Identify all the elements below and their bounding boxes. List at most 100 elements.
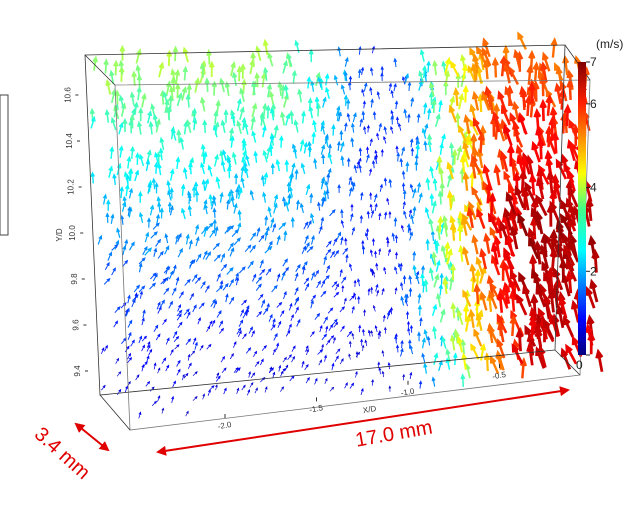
vector-arrow xyxy=(266,83,273,98)
vector-arrow xyxy=(462,140,471,160)
vector-arrow xyxy=(235,276,240,286)
vector-arrow xyxy=(395,116,400,125)
vector-arrow xyxy=(425,238,430,251)
vector-arrow xyxy=(183,308,190,316)
vector-arrow xyxy=(181,86,188,101)
vector-arrow xyxy=(353,292,357,300)
vector-arrow xyxy=(432,177,438,191)
y-tick-label: 10.6 xyxy=(63,87,72,103)
vector-arrow xyxy=(127,319,133,328)
vector-arrow xyxy=(255,45,262,62)
vector-arrow xyxy=(589,278,599,303)
vector-arrow xyxy=(397,122,402,131)
vector-arrow xyxy=(350,180,355,190)
vector-arrow xyxy=(138,153,145,167)
vector-arrow xyxy=(230,113,236,127)
vector-arrow xyxy=(524,94,533,117)
vector-arrow xyxy=(107,251,113,261)
vector-arrow xyxy=(172,330,178,339)
vector-arrow xyxy=(316,280,321,289)
vector-arrow xyxy=(343,70,348,82)
vector-arrow xyxy=(409,231,414,241)
vector-arrow xyxy=(336,140,341,151)
vector-arrow xyxy=(259,259,264,269)
vector-arrow xyxy=(208,193,213,206)
vector-arrow xyxy=(567,185,579,208)
vector-arrow xyxy=(148,120,154,135)
vector-arrow xyxy=(337,46,342,57)
vector-arrow xyxy=(226,267,234,275)
vector-arrow xyxy=(257,293,264,301)
vector-arrow xyxy=(260,358,264,366)
vector-arrow xyxy=(176,313,182,321)
vector-arrow xyxy=(114,306,121,314)
vector-arrow xyxy=(345,253,349,263)
vector-arrow xyxy=(157,306,162,314)
vector-arrow xyxy=(127,352,132,360)
vector-arrow xyxy=(122,117,128,132)
vector-arrow xyxy=(438,283,444,296)
vector-arrow xyxy=(90,115,96,129)
vector-arrow xyxy=(348,186,353,197)
vector-arrow xyxy=(340,236,344,245)
vector-arrow xyxy=(173,335,180,342)
vector-arrow xyxy=(153,324,159,333)
vector-arrow xyxy=(456,145,463,161)
vector-arrow xyxy=(222,282,229,291)
vector-arrow xyxy=(308,48,314,63)
vector-arrow xyxy=(249,189,254,201)
vector-arrow xyxy=(278,364,282,372)
vector-arrow xyxy=(209,228,216,238)
vector-arrow xyxy=(493,235,501,258)
vector-arrow xyxy=(206,222,214,231)
vector-arrow xyxy=(262,38,269,55)
vector-arrow xyxy=(146,355,150,363)
vector-arrow xyxy=(431,200,437,214)
vector-arrow xyxy=(305,376,310,384)
vector-arrow xyxy=(271,284,278,293)
vector-arrow xyxy=(369,192,373,200)
vector-arrow xyxy=(343,94,349,106)
vector-arrow xyxy=(286,181,291,193)
vector-arrow xyxy=(262,124,267,138)
vector-arrow xyxy=(355,350,359,358)
vector-arrow xyxy=(372,270,376,278)
vector-arrow xyxy=(215,375,221,382)
vector-arrow xyxy=(306,348,309,356)
vector-arrow xyxy=(282,196,286,207)
vector-arrow xyxy=(486,274,495,296)
vector-arrow xyxy=(169,348,174,356)
vector-arrow xyxy=(227,242,234,252)
vector-arrow xyxy=(204,178,210,191)
vector-arrow xyxy=(560,153,570,177)
vector-arrow xyxy=(212,124,218,138)
vector-arrow xyxy=(270,162,275,175)
vector-arrow xyxy=(561,232,572,257)
vector-arrow xyxy=(188,239,193,250)
vector-arrow xyxy=(175,234,180,245)
vector-arrow xyxy=(394,100,399,110)
vector-arrow xyxy=(301,360,305,368)
vector-arrow xyxy=(209,385,215,391)
vector-arrow xyxy=(380,148,384,157)
vector-arrow xyxy=(502,207,513,231)
vector-arrow xyxy=(236,327,242,335)
vector-arrow xyxy=(405,161,410,172)
vector-arrow xyxy=(351,305,355,314)
y-tick-label: 10.2 xyxy=(67,179,76,195)
vector-arrow xyxy=(341,284,345,293)
vector-arrow xyxy=(428,217,434,232)
vector-arrow xyxy=(535,346,546,369)
vector-arrow xyxy=(390,89,394,98)
vector-arrow xyxy=(194,190,200,202)
vector-arrow xyxy=(403,210,407,219)
vector-arrow xyxy=(370,98,374,108)
vector-arrow xyxy=(462,150,470,168)
vector-arrow xyxy=(339,306,345,313)
vector-arrow xyxy=(119,186,124,199)
vector-arrow xyxy=(223,387,227,395)
vector-arrow xyxy=(191,185,197,198)
vector-arrow xyxy=(304,234,309,244)
vector-arrow xyxy=(488,192,497,215)
vector-arrow xyxy=(187,353,191,361)
